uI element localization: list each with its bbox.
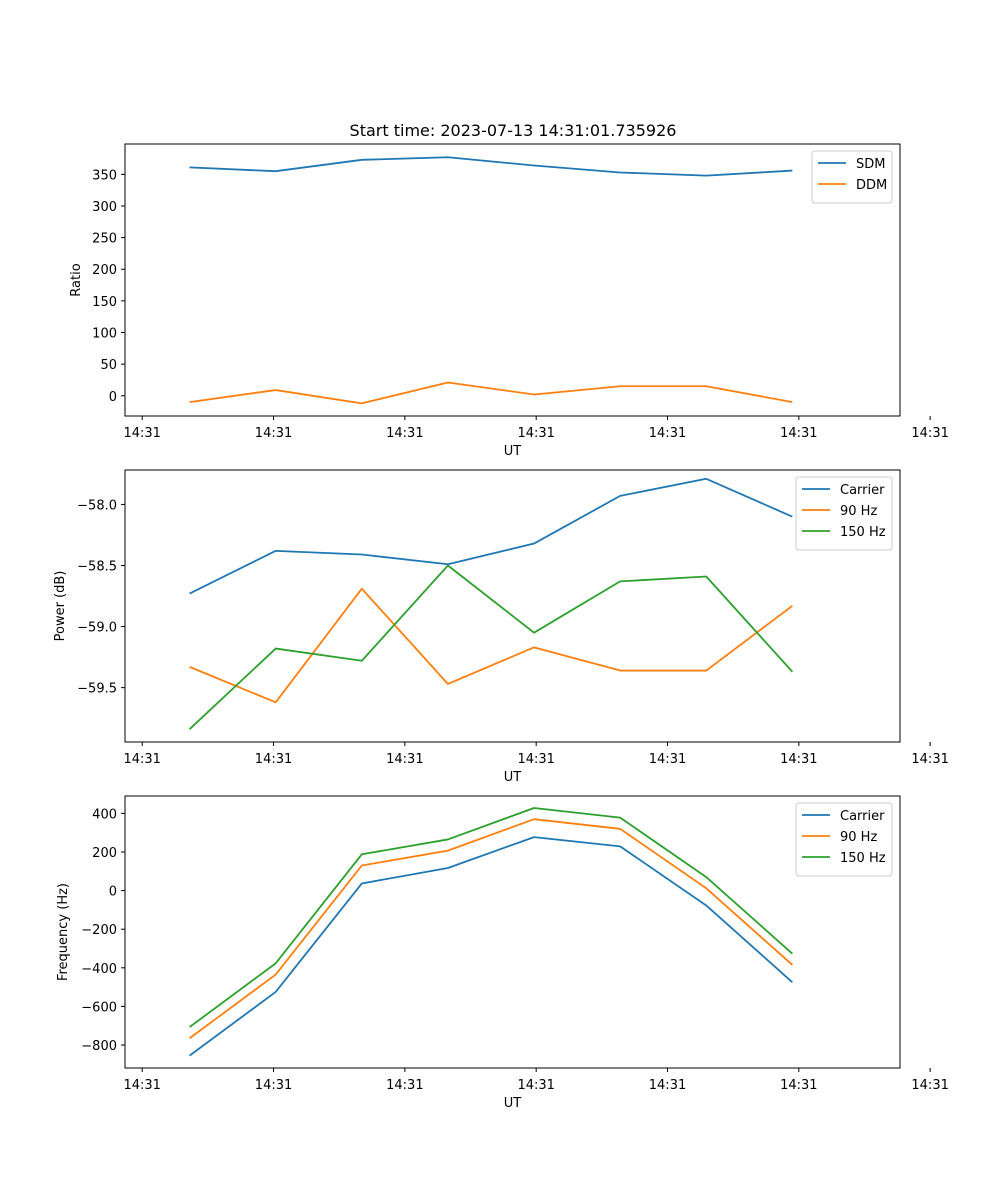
x-tick-label: 14:31 xyxy=(255,1078,292,1093)
series-line-carrier xyxy=(189,477,793,595)
y-tick-label: 200 xyxy=(92,263,117,278)
legend-label: 90 Hz xyxy=(840,504,877,519)
y-tick-label: −600 xyxy=(81,1000,117,1015)
legend-label: Carrier xyxy=(840,483,885,498)
y-tick-label: 300 xyxy=(92,200,117,215)
x-tick-label: 14:31 xyxy=(517,752,554,767)
x-tick-label: 14:31 xyxy=(911,752,948,767)
x-tick-label: 14:31 xyxy=(911,1078,948,1093)
x-tick-label: 14:31 xyxy=(649,1078,686,1093)
axes-frame xyxy=(124,469,901,743)
legend-label: 150 Hz xyxy=(840,851,886,866)
chart-title: Start time: 2023-07-13 14:31:01.735926 xyxy=(350,121,677,140)
series-line-90-hz xyxy=(189,587,793,704)
legend: SDM DDM xyxy=(811,150,893,204)
x-tick-label: 14:31 xyxy=(123,1078,160,1093)
series-line-ddm xyxy=(189,381,793,405)
x-tick-label: 14:31 xyxy=(649,426,686,441)
y-axis-label: Power (dB) xyxy=(53,571,68,642)
y-tick-label: 150 xyxy=(92,295,117,310)
series-line-sdm xyxy=(189,156,793,177)
x-tick-label: 14:31 xyxy=(649,752,686,767)
y-tick-label: −400 xyxy=(81,962,117,977)
x-tick-label: 14:31 xyxy=(255,752,292,767)
y-tick-label: 250 xyxy=(92,232,117,247)
series-line-150-hz xyxy=(188,564,794,730)
legend: Carrier 90 Hz 150 Hz xyxy=(795,476,893,551)
legend: Carrier 90 Hz 150 Hz xyxy=(795,802,893,877)
legend-box xyxy=(811,150,893,204)
ratio-panel: 14:31 14:31 14:31 14:31 14:31 14:31 14:31 0 50 10… xyxy=(69,143,949,459)
frequency-panel: 14:31 14:31 14:31 14:31 14:31 14:31 14:31 −800 −… xyxy=(56,795,949,1111)
x-tick-label: 14:31 xyxy=(386,426,423,441)
legend-label: 150 Hz xyxy=(840,525,886,540)
x-axis-label: UT xyxy=(504,770,522,785)
x-tick-label: 14:31 xyxy=(911,426,948,441)
y-tick-label: 200 xyxy=(92,846,117,861)
legend-label: 90 Hz xyxy=(840,830,877,845)
series-line-150-hz xyxy=(189,807,793,1028)
legend-label: Carrier xyxy=(840,809,885,824)
legend-label: DDM xyxy=(856,178,887,193)
x-tick-label: 14:31 xyxy=(517,1078,554,1093)
x-tick-label: 14:31 xyxy=(386,752,423,767)
x-axis-label: UT xyxy=(504,444,522,459)
y-tick-label: −58.5 xyxy=(77,560,117,575)
y-tick-label: 0 xyxy=(109,885,117,900)
y-tick-label: 400 xyxy=(92,807,117,822)
y-axis-label: Frequency (Hz) xyxy=(56,883,71,981)
x-tick-label: 14:31 xyxy=(517,426,554,441)
y-tick-label: −59.5 xyxy=(77,682,117,697)
x-tick-label: 14:31 xyxy=(123,426,160,441)
y-tick-label: −58.0 xyxy=(77,498,117,513)
y-tick-label: −59.0 xyxy=(77,621,117,636)
power-panel: 14:31 14:31 14:31 14:31 14:31 14:31 14:31 −59.5… xyxy=(53,469,949,785)
x-tick-label: 14:31 xyxy=(780,1078,817,1093)
x-tick-label: 14:31 xyxy=(123,752,160,767)
y-tick-label: 0 xyxy=(109,390,117,405)
y-axis-label: Ratio xyxy=(69,263,84,296)
x-tick-label: 14:31 xyxy=(780,752,817,767)
x-tick-label: 14:31 xyxy=(255,426,292,441)
series-line-90-hz xyxy=(189,818,793,1039)
axes-frame xyxy=(124,143,901,417)
axes-frame xyxy=(124,795,901,1069)
y-tick-label: 350 xyxy=(92,168,117,183)
y-tick-label: 50 xyxy=(100,358,117,373)
y-tick-label: −800 xyxy=(81,1039,117,1054)
series-line-carrier xyxy=(189,836,793,1057)
y-tick-label: −200 xyxy=(81,923,117,938)
x-tick-label: 14:31 xyxy=(780,426,817,441)
y-tick-label: 100 xyxy=(92,327,117,342)
legend-label: SDM xyxy=(856,157,885,172)
x-axis-label: UT xyxy=(504,1096,522,1111)
x-tick-label: 14:31 xyxy=(386,1078,423,1093)
